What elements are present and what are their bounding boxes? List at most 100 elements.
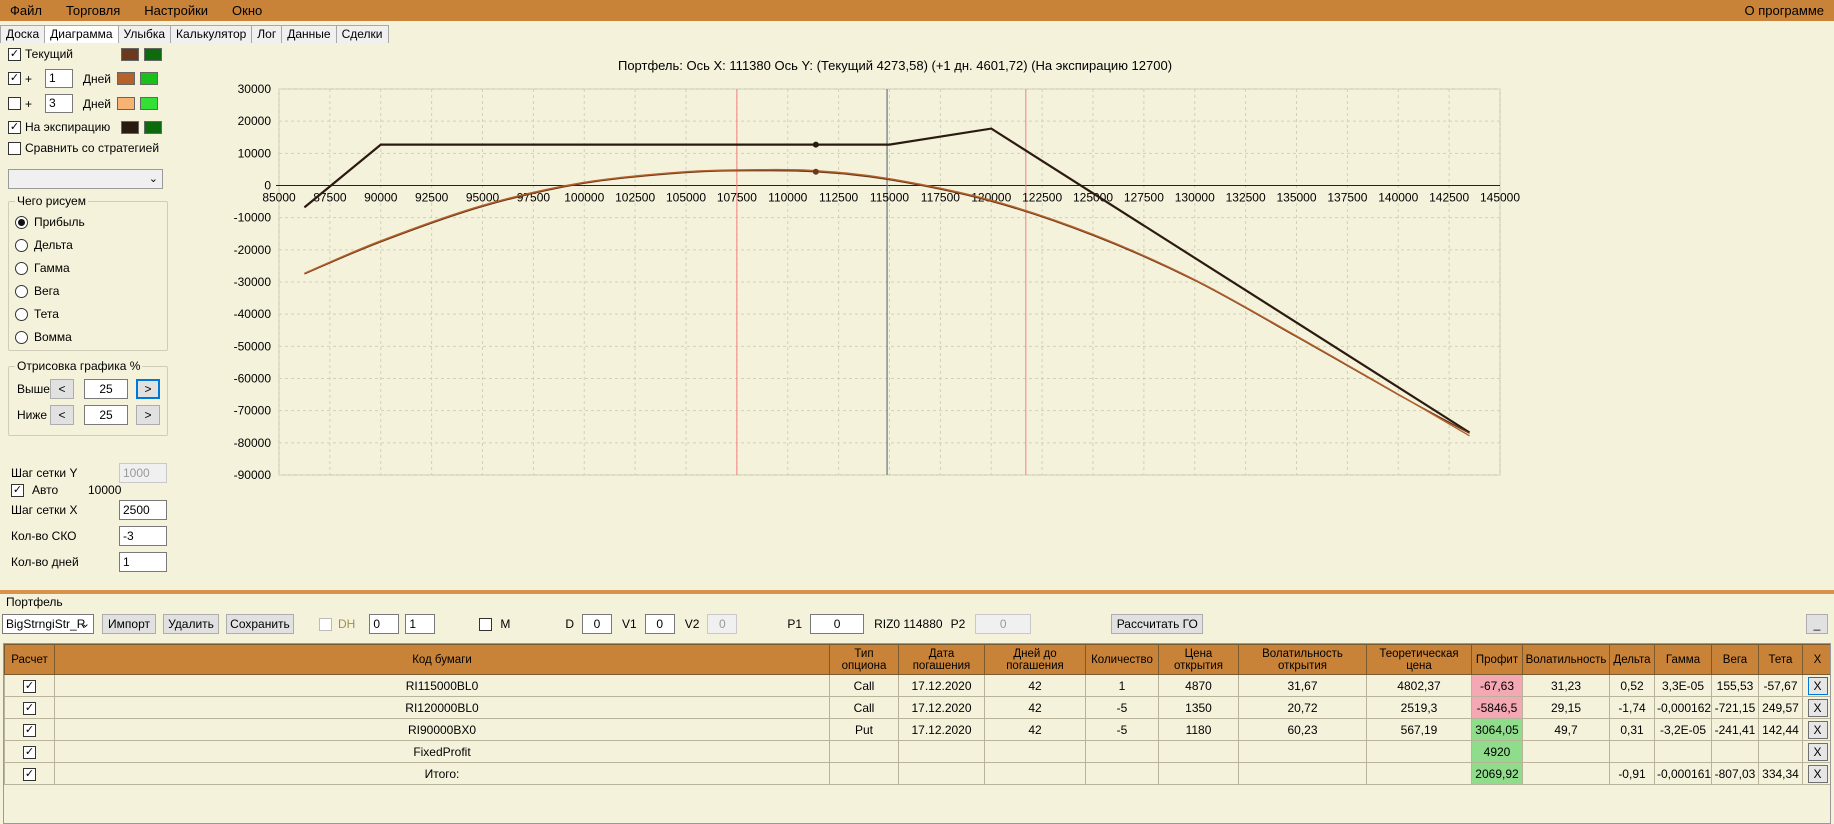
cell-delta[interactable]: -0,91 xyxy=(1609,762,1655,785)
m-checkbox[interactable] xyxy=(479,617,493,631)
spin1-input[interactable]: 0 xyxy=(369,614,400,634)
delete-button[interactable]: Удалить xyxy=(163,614,219,634)
tab-diagram[interactable]: Диаграмма xyxy=(44,25,119,43)
row-calc-checkbox[interactable]: ✓ xyxy=(23,680,36,693)
grid-x-input[interactable]: 2500 xyxy=(119,500,167,520)
col-days[interactable]: Дней до погашения xyxy=(984,644,1086,675)
plus1-color-1[interactable] xyxy=(117,72,135,85)
save-button[interactable]: Сохранить xyxy=(226,614,294,634)
below-prev-button[interactable]: < xyxy=(50,405,74,425)
tab-data[interactable]: Данные xyxy=(281,25,337,43)
cell-gamma[interactable]: -0,000162 xyxy=(1654,696,1712,719)
cell-type[interactable]: Call xyxy=(829,674,899,697)
cell-type[interactable]: Call xyxy=(829,696,899,719)
cell-vol-open[interactable]: 60,23 xyxy=(1238,718,1367,741)
menu-window[interactable]: Окно xyxy=(232,3,263,18)
cell-code[interactable]: RI115000BL0 xyxy=(54,674,830,697)
cell-gamma[interactable]: -3,2E-05 xyxy=(1654,718,1712,741)
col-theor[interactable]: Теоретическая цена xyxy=(1366,644,1472,675)
current-color-2[interactable] xyxy=(144,47,162,61)
cell-days[interactable] xyxy=(984,740,1086,763)
cell-theta[interactable]: 334,34 xyxy=(1758,762,1803,785)
d-input[interactable]: 0 xyxy=(582,614,613,634)
dh-checkbox[interactable] xyxy=(319,617,332,631)
below-next-button[interactable]: > xyxy=(136,405,160,425)
expiration-color-2[interactable] xyxy=(144,120,162,134)
payoff-chart[interactable]: 30000 20000 10000 0 -10000 -20000 -30000 -40000… xyxy=(180,43,1834,591)
menu-trading[interactable]: Торговля xyxy=(65,3,121,18)
col-qty[interactable]: Количество xyxy=(1085,644,1159,675)
cell-price[interactable]: 4870 xyxy=(1158,674,1239,697)
cell-theor[interactable]: 2519,3 xyxy=(1366,696,1472,719)
cell-theor[interactable]: 4802,37 xyxy=(1366,674,1472,697)
col-calc[interactable]: Расчет xyxy=(4,644,55,675)
above-input[interactable]: 25 xyxy=(84,379,128,399)
expiration-checkbox[interactable]: ✓ xyxy=(8,120,21,134)
cell-days[interactable] xyxy=(984,762,1086,785)
cell-profit[interactable]: -5846,5 xyxy=(1471,696,1523,719)
above-prev-button[interactable]: < xyxy=(50,379,74,399)
tab-board[interactable]: Доска xyxy=(0,25,46,43)
cell-date[interactable]: 17.12.2020 xyxy=(898,718,985,741)
col-code[interactable]: Код бумаги xyxy=(54,644,830,675)
portfolio-select[interactable]: BigStrngiStr_R ⌄ xyxy=(2,614,94,634)
plus3-color-1[interactable] xyxy=(117,97,135,110)
cell-profit[interactable]: 2069,92 xyxy=(1471,762,1523,785)
cell-vega[interactable]: 155,53 xyxy=(1711,674,1759,697)
cell-type[interactable] xyxy=(829,762,899,785)
radio-gamma[interactable] xyxy=(15,261,28,275)
expiration-color-1[interactable] xyxy=(121,120,139,134)
cell-vol-open[interactable] xyxy=(1238,740,1367,763)
spin2-input[interactable]: 1 xyxy=(405,614,436,634)
cell-code[interactable]: RI120000BL0 xyxy=(54,696,830,719)
row-remove-button[interactable]: X xyxy=(1807,676,1828,695)
col-delta[interactable]: Дельта xyxy=(1609,644,1655,675)
cell-theta[interactable]: 249,57 xyxy=(1758,696,1803,719)
cell-theta[interactable]: 142,44 xyxy=(1758,718,1803,741)
cell-vega[interactable]: -807,03 xyxy=(1711,762,1759,785)
cell-delta[interactable] xyxy=(1609,740,1655,763)
tab-log[interactable]: Лог xyxy=(251,25,283,43)
plus1-days-input[interactable]: 1 xyxy=(45,69,73,88)
v1-input[interactable]: 0 xyxy=(644,614,675,634)
above-next-button[interactable]: > xyxy=(136,379,160,399)
cell-qty[interactable] xyxy=(1085,740,1159,763)
col-date[interactable]: Дата погашения xyxy=(898,644,985,675)
splitter[interactable] xyxy=(0,590,1834,594)
row-remove-button[interactable]: X xyxy=(1807,698,1828,717)
tab-calculator[interactable]: Калькулятор xyxy=(170,25,253,43)
col-vol-open[interactable]: Волатильность открытия xyxy=(1238,644,1367,675)
v2-input[interactable]: 0 xyxy=(707,614,738,634)
plus1-color-2[interactable] xyxy=(140,72,158,85)
menu-file[interactable]: Файл xyxy=(10,3,42,18)
col-vega[interactable]: Вега xyxy=(1711,644,1759,675)
cell-theor[interactable]: 567,19 xyxy=(1366,718,1472,741)
cell-code[interactable]: FixedProfit xyxy=(54,740,830,763)
col-vol[interactable]: Волатильность xyxy=(1522,644,1610,675)
cell-price[interactable]: 1350 xyxy=(1158,696,1239,719)
tab-smile[interactable]: Улыбка xyxy=(117,25,172,43)
plus1-checkbox[interactable]: ✓ xyxy=(8,72,21,85)
table-row[interactable]: ✓ RI115000BL0 Call 17.12.2020 42 1 4870 31,67 48… xyxy=(4,674,1830,697)
cell-date[interactable]: 17.12.2020 xyxy=(898,674,985,697)
cell-vol[interactable] xyxy=(1522,740,1610,763)
cell-price[interactable] xyxy=(1158,762,1239,785)
auto-checkbox[interactable]: ✓ xyxy=(11,483,24,497)
strategy-select[interactable]: ⌄ xyxy=(8,169,163,189)
cell-delta[interactable]: -1,74 xyxy=(1609,696,1655,719)
cell-type[interactable]: Put xyxy=(829,718,899,741)
table-row[interactable]: ✓ RI120000BL0 Call 17.12.2020 42 -5 1350 20,72 2… xyxy=(4,696,1830,719)
cell-date[interactable] xyxy=(898,762,985,785)
cell-vol-open[interactable]: 20,72 xyxy=(1238,696,1367,719)
plus3-color-2[interactable] xyxy=(140,97,158,110)
cell-gamma[interactable] xyxy=(1654,740,1712,763)
col-gamma[interactable]: Гамма xyxy=(1654,644,1712,675)
grid-y-input[interactable]: 1000 xyxy=(119,463,167,483)
tab-deals[interactable]: Сделки xyxy=(335,25,389,43)
row-calc-checkbox[interactable]: ✓ xyxy=(23,746,36,759)
cell-vega[interactable] xyxy=(1711,740,1759,763)
radio-theta[interactable] xyxy=(15,307,28,321)
col-theta[interactable]: Тета xyxy=(1758,644,1803,675)
col-x[interactable]: X xyxy=(1802,644,1830,675)
plus3-days-input[interactable]: 3 xyxy=(45,94,73,113)
